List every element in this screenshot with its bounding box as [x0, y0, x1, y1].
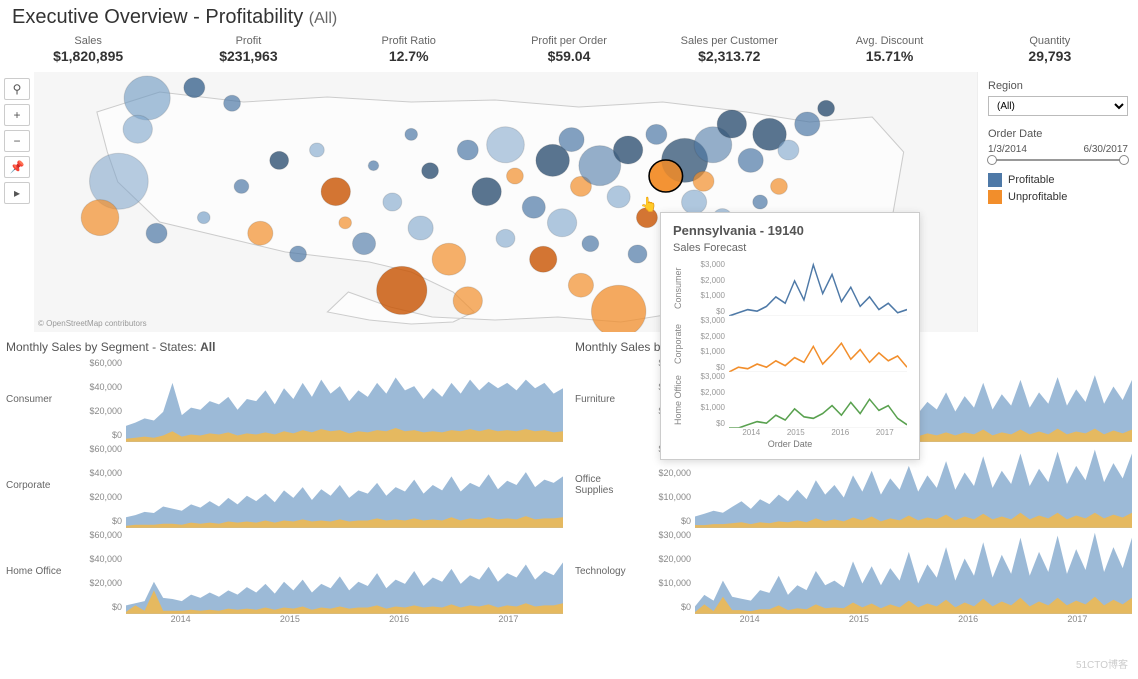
kpi-value: $231,963	[168, 48, 328, 64]
kpi-value: $2,313.72	[649, 48, 809, 64]
legend-item[interactable]: Unprofitable	[988, 190, 1128, 204]
area-chart[interactable]	[126, 528, 563, 614]
tooltip-title: Pennsylvania - 19140	[673, 223, 907, 238]
kpi: Profit Ratio 12.7%	[329, 35, 489, 64]
x-tick: 2017	[454, 614, 563, 624]
date-filter-label: Order Date	[988, 128, 1128, 140]
tooltip-segment-label: Consumer	[673, 260, 689, 316]
tooltip-line-chart	[729, 372, 907, 428]
kpi-value: 29,793	[970, 48, 1130, 64]
region-select[interactable]: (All)	[988, 96, 1128, 116]
segment-chart-title: Monthly Sales by Segment - States: All	[6, 340, 563, 354]
tooltip-y-axis: $3,000$2,000$1,000$0	[689, 372, 729, 428]
tooltip-segment-label: Home Office	[673, 372, 689, 428]
legend-item[interactable]: Profitable	[988, 173, 1128, 187]
legend-label: Profitable	[1008, 174, 1054, 186]
date-from: 1/3/2014	[988, 144, 1027, 155]
x-tick: 2016	[818, 428, 863, 437]
tooltip-y-axis: $3,000$2,000$1,000$0	[689, 260, 729, 316]
x-tick: 2015	[804, 614, 913, 624]
y-axis: $60,000$40,000$20,000$0	[76, 356, 126, 442]
y-axis: $60,000$40,000$20,000$0	[76, 442, 126, 528]
cursor-icon: 👆	[640, 196, 657, 213]
row-label: Consumer	[6, 356, 76, 442]
area-chart[interactable]	[126, 442, 563, 528]
kpi: Sales $1,820,895	[8, 35, 168, 64]
tooltip-row: Consumer $3,000$2,000$1,000$0	[673, 260, 907, 316]
kpi-label: Avg. Discount	[809, 35, 969, 47]
kpi-row: Sales $1,820,895 Profit $231,963 Profit …	[0, 31, 1138, 72]
small-multiple: Corporate $60,000$40,000$20,000$0	[6, 442, 563, 528]
tooltip-row: Home Office $3,000$2,000$1,000$0	[673, 372, 907, 428]
kpi-label: Profit per Order	[489, 35, 649, 47]
date-to: 6/30/2017	[1084, 144, 1129, 155]
kpi: Avg. Discount 15.71%	[809, 35, 969, 64]
tooltip-line-chart	[729, 316, 907, 372]
kpi-value: $1,820,895	[8, 48, 168, 64]
x-tick: 2014	[695, 614, 804, 624]
date-slider[interactable]	[992, 159, 1124, 161]
x-tick: 2014	[126, 614, 235, 624]
kpi-label: Sales	[8, 35, 168, 47]
y-axis: $30,000$20,000$10,000$0	[645, 528, 695, 614]
row-label: Corporate	[6, 442, 76, 528]
area-chart[interactable]	[695, 528, 1132, 614]
kpi: Profit $231,963	[168, 35, 328, 64]
kpi-value: $59.04	[489, 48, 649, 64]
small-multiple: Home Office $60,000$40,000$20,000$0	[6, 528, 563, 614]
x-tick: 2015	[235, 614, 344, 624]
row-label: Furniture	[575, 356, 645, 442]
tooltip-line-chart	[729, 260, 907, 316]
map-toolbar: ⚲ + − 📌 ▸	[0, 72, 34, 332]
kpi-value: 12.7%	[329, 48, 489, 64]
kpi: Quantity 29,793	[970, 35, 1130, 64]
watermark: 51CTO博客	[1076, 656, 1128, 671]
x-tick: 2016	[914, 614, 1023, 624]
row-label: Home Office	[6, 528, 76, 614]
kpi-label: Profit Ratio	[329, 35, 489, 47]
area-chart[interactable]	[126, 356, 563, 442]
legend-label: Unprofitable	[1008, 191, 1067, 203]
tooltip-y-axis: $3,000$2,000$1,000$0	[689, 316, 729, 372]
kpi-label: Profit	[168, 35, 328, 47]
legend-swatch	[988, 173, 1002, 187]
pin-icon[interactable]: 📌	[4, 156, 30, 178]
kpi-label: Quantity	[970, 35, 1130, 47]
kpi: Profit per Order $59.04	[489, 35, 649, 64]
search-icon[interactable]: ⚲	[4, 78, 30, 100]
page-title: Executive Overview - Profitability (All)	[12, 6, 1126, 29]
region-filter-label: Region	[988, 80, 1128, 92]
small-multiple: Consumer $60,000$40,000$20,000$0	[6, 356, 563, 442]
row-label: Office Supplies	[575, 442, 645, 528]
tooltip-xlabel: Order Date	[673, 439, 907, 449]
kpi-value: 15.71%	[809, 48, 969, 64]
legend-swatch	[988, 190, 1002, 204]
tooltip-segment-label: Corporate	[673, 316, 689, 372]
x-tick: 2016	[345, 614, 454, 624]
x-tick: 2014	[729, 428, 774, 437]
filter-panel: Region (All) Order Date 1/3/2014 6/30/20…	[978, 72, 1138, 332]
tooltip-subtitle: Sales Forecast	[673, 242, 907, 254]
row-label: Technology	[575, 528, 645, 614]
play-icon[interactable]: ▸	[4, 182, 30, 204]
kpi-label: Sales per Customer	[649, 35, 809, 47]
small-multiple: Technology $30,000$20,000$10,000$0	[575, 528, 1132, 614]
y-axis: $60,000$40,000$20,000$0	[76, 528, 126, 614]
map-tooltip: Pennsylvania - 19140 Sales Forecast Cons…	[660, 212, 920, 460]
kpi: Sales per Customer $2,313.72	[649, 35, 809, 64]
tooltip-row: Corporate $3,000$2,000$1,000$0	[673, 316, 907, 372]
zoom-out-icon[interactable]: −	[4, 130, 30, 152]
x-tick: 2015	[774, 428, 819, 437]
map-attribution: © OpenStreetMap contributors	[38, 319, 147, 328]
zoom-in-icon[interactable]: +	[4, 104, 30, 126]
x-tick: 2017	[1023, 614, 1132, 624]
x-tick: 2017	[863, 428, 908, 437]
